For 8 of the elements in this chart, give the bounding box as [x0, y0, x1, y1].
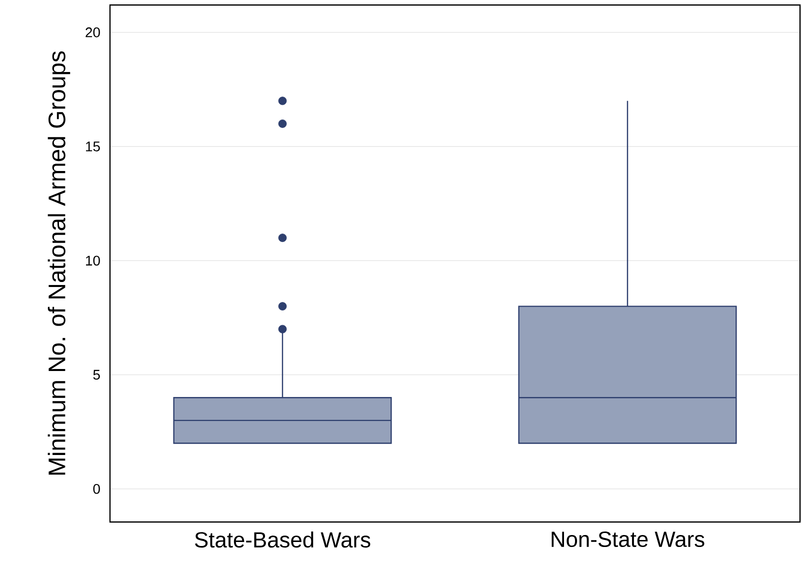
- y-tick-label: 5: [93, 370, 100, 380]
- y-tick-label: 10: [86, 256, 100, 266]
- y-tick-label: 20: [86, 27, 100, 38]
- x-tick-label: State-Based Wars: [194, 532, 370, 548]
- y-tick-label: 0: [93, 484, 100, 494]
- y-axis-title: Minimum No. of National Armed Groups: [48, 51, 70, 475]
- x-tick-label: Non-State Wars: [552, 532, 704, 548]
- y-tick-label: 15: [86, 142, 100, 152]
